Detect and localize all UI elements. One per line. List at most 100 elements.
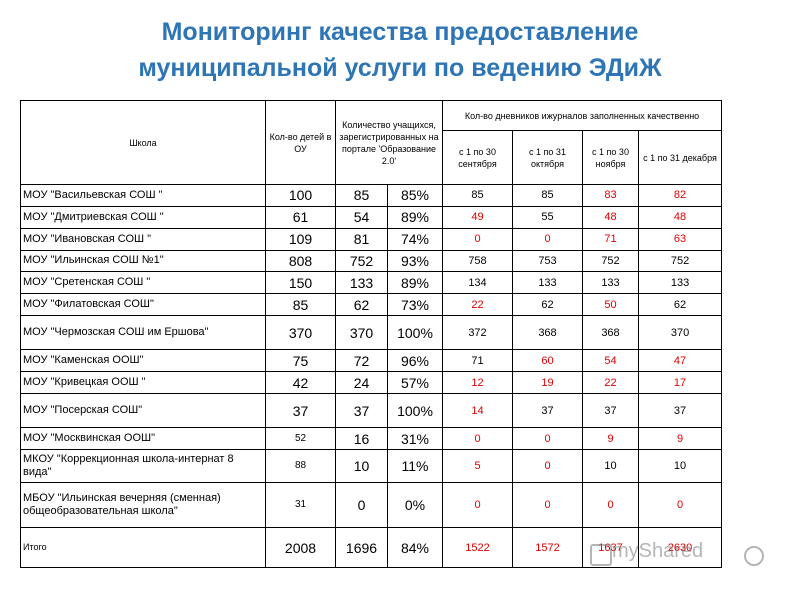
- cell-children: 61: [265, 205, 336, 229]
- cell-percent: 89%: [387, 205, 443, 229]
- cell-nov: 0: [582, 481, 639, 529]
- cell-registered: 24: [335, 371, 388, 395]
- watermark-circle-icon: [744, 546, 764, 566]
- table-row: МОУ "Филатовская СОШ" 85 62 73% 22 62 50 62: [20, 293, 723, 317]
- cell-school: МОУ "Каменская ООШ": [20, 349, 266, 373]
- cell-children: 370: [265, 315, 336, 351]
- cell-children: 150: [265, 271, 336, 295]
- cell-percent: 31%: [387, 427, 443, 451]
- cell-oct: 0: [512, 427, 583, 451]
- header-children: Кол-во детей в ОУ: [265, 100, 336, 185]
- cell-nov: 54: [582, 349, 639, 373]
- cell-children: 100: [265, 184, 336, 207]
- cell-sep: 0: [442, 427, 513, 451]
- cell-sep: 372: [442, 315, 513, 351]
- cell-oct: 753: [512, 249, 583, 273]
- cell-children: 88: [265, 449, 336, 483]
- cell-registered: 1696: [335, 527, 388, 568]
- cell-oct: 37: [512, 393, 583, 429]
- cell-percent: 100%: [387, 315, 443, 351]
- cell-school: МОУ "Дмитриевская СОШ ": [20, 205, 266, 229]
- cell-school: МОУ "Ивановская СОШ ": [20, 227, 266, 251]
- cell-registered: 0: [335, 481, 388, 529]
- cell-registered: 62: [335, 293, 388, 317]
- cell-dec: 82: [637, 184, 723, 207]
- cell-oct: 19: [512, 371, 583, 395]
- cell-sep: 49: [442, 205, 513, 229]
- header-period-nov: с 1 по 30 ноября: [582, 130, 639, 185]
- cell-school: МОУ "Васильевская СОШ ": [20, 184, 266, 207]
- cell-percent: 100%: [387, 393, 443, 429]
- table-row: МОУ "Васильевская СОШ " 100 85 85% 85 85 83 82: [20, 184, 723, 207]
- cell-registered: 10: [335, 449, 388, 483]
- monitoring-table: Школа Кол-во детей в ОУ Количество учащи…: [20, 100, 723, 568]
- cell-percent: 73%: [387, 293, 443, 317]
- cell-percent: 57%: [387, 371, 443, 395]
- cell-school: МОУ "Чермозская СОШ им Ершова": [20, 315, 266, 351]
- cell-registered: 370: [335, 315, 388, 351]
- table-row: МОУ "Кривецкая ООШ " 42 24 57% 12 19 22 17: [20, 371, 723, 395]
- header-school: Школа: [20, 100, 266, 185]
- cell-children: 75: [265, 349, 336, 373]
- header-period-dec: с 1 по 31 декабря: [637, 130, 723, 185]
- cell-dec: 63: [637, 227, 723, 251]
- cell-percent: 74%: [387, 227, 443, 251]
- cell-dec: 133: [637, 271, 723, 295]
- cell-children: 109: [265, 227, 336, 251]
- cell-dec: 10: [637, 449, 723, 483]
- cell-nov: 9: [582, 427, 639, 451]
- table-body: МОУ "Васильевская СОШ " 100 85 85% 85 85 83 82 М…: [20, 184, 723, 568]
- cell-school: МОУ "Филатовская СОШ": [20, 293, 266, 317]
- table-row: МОУ "Посерская СОШ" 37 37 100% 14 37 37 37: [20, 393, 723, 429]
- cell-registered: 81: [335, 227, 388, 251]
- cell-nov: 752: [582, 249, 639, 273]
- cell-nov: 71: [582, 227, 639, 251]
- cell-sep: 5: [442, 449, 513, 483]
- cell-dec: 2630: [637, 527, 723, 568]
- cell-registered: 133: [335, 271, 388, 295]
- cell-oct: 0: [512, 481, 583, 529]
- cell-percent: 84%: [387, 527, 443, 568]
- cell-oct: 85: [512, 184, 583, 207]
- header-diaries: Кол-во дневников ижурналов заполненных к…: [441, 100, 723, 131]
- cell-registered: 37: [335, 393, 388, 429]
- cell-registered: 752: [335, 249, 388, 273]
- cell-registered: 54: [335, 205, 388, 229]
- watermark-logo-icon: [590, 544, 612, 566]
- cell-nov: 83: [582, 184, 639, 207]
- cell-school: МОУ "Посерская СОШ": [20, 393, 266, 429]
- cell-oct: 133: [512, 271, 583, 295]
- cell-nov: 22: [582, 371, 639, 395]
- cell-school: МБОУ "Ильинская вечерняя (сменная) общео…: [20, 481, 266, 529]
- table-row: МОУ "Ивановская СОШ " 109 81 74% 0 0 71 63: [20, 227, 723, 251]
- cell-dec: 37: [637, 393, 723, 429]
- table-row: МКОУ "Коррекционная школа-интернат 8 вид…: [20, 449, 723, 483]
- cell-dec: 752: [637, 249, 723, 273]
- cell-school: МКОУ "Коррекционная школа-интернат 8 вид…: [20, 449, 266, 483]
- cell-dec: 17: [637, 371, 723, 395]
- header-students: Количество учащихся, зарегистрированных …: [335, 100, 443, 185]
- title-line-1: Мониторинг качества предоставление: [161, 18, 639, 46]
- title-line-2: муниципальной услуги по ведению ЭДиЖ: [138, 54, 662, 82]
- cell-percent: 89%: [387, 271, 443, 295]
- cell-dec: 0: [637, 481, 723, 529]
- cell-percent: 93%: [387, 249, 443, 273]
- cell-children: 808: [265, 249, 336, 273]
- table-row: МОУ "Дмитриевская СОШ " 61 54 89% 49 55 48 48: [20, 205, 723, 229]
- cell-school: МОУ "Москвинская ООШ": [20, 427, 266, 451]
- cell-children: 85: [265, 293, 336, 317]
- cell-oct: 0: [512, 449, 583, 483]
- cell-percent: 0%: [387, 481, 443, 529]
- cell-sep: 71: [442, 349, 513, 373]
- cell-children: 2008: [265, 527, 336, 568]
- cell-school: МОУ "Сретенская СОШ ": [20, 271, 266, 295]
- table-row: МОУ "Москвинская ООШ" 52 16 31% 0 0 9 9: [20, 427, 723, 451]
- cell-sep: 0: [442, 227, 513, 251]
- cell-nov: 10: [582, 449, 639, 483]
- cell-children: 37: [265, 393, 336, 429]
- cell-sep: 85: [442, 184, 513, 207]
- cell-school: Итого: [20, 527, 266, 568]
- cell-children: 52: [265, 427, 336, 451]
- header-period-sep: с 1 по 30 сентября: [442, 130, 513, 185]
- cell-registered: 72: [335, 349, 388, 373]
